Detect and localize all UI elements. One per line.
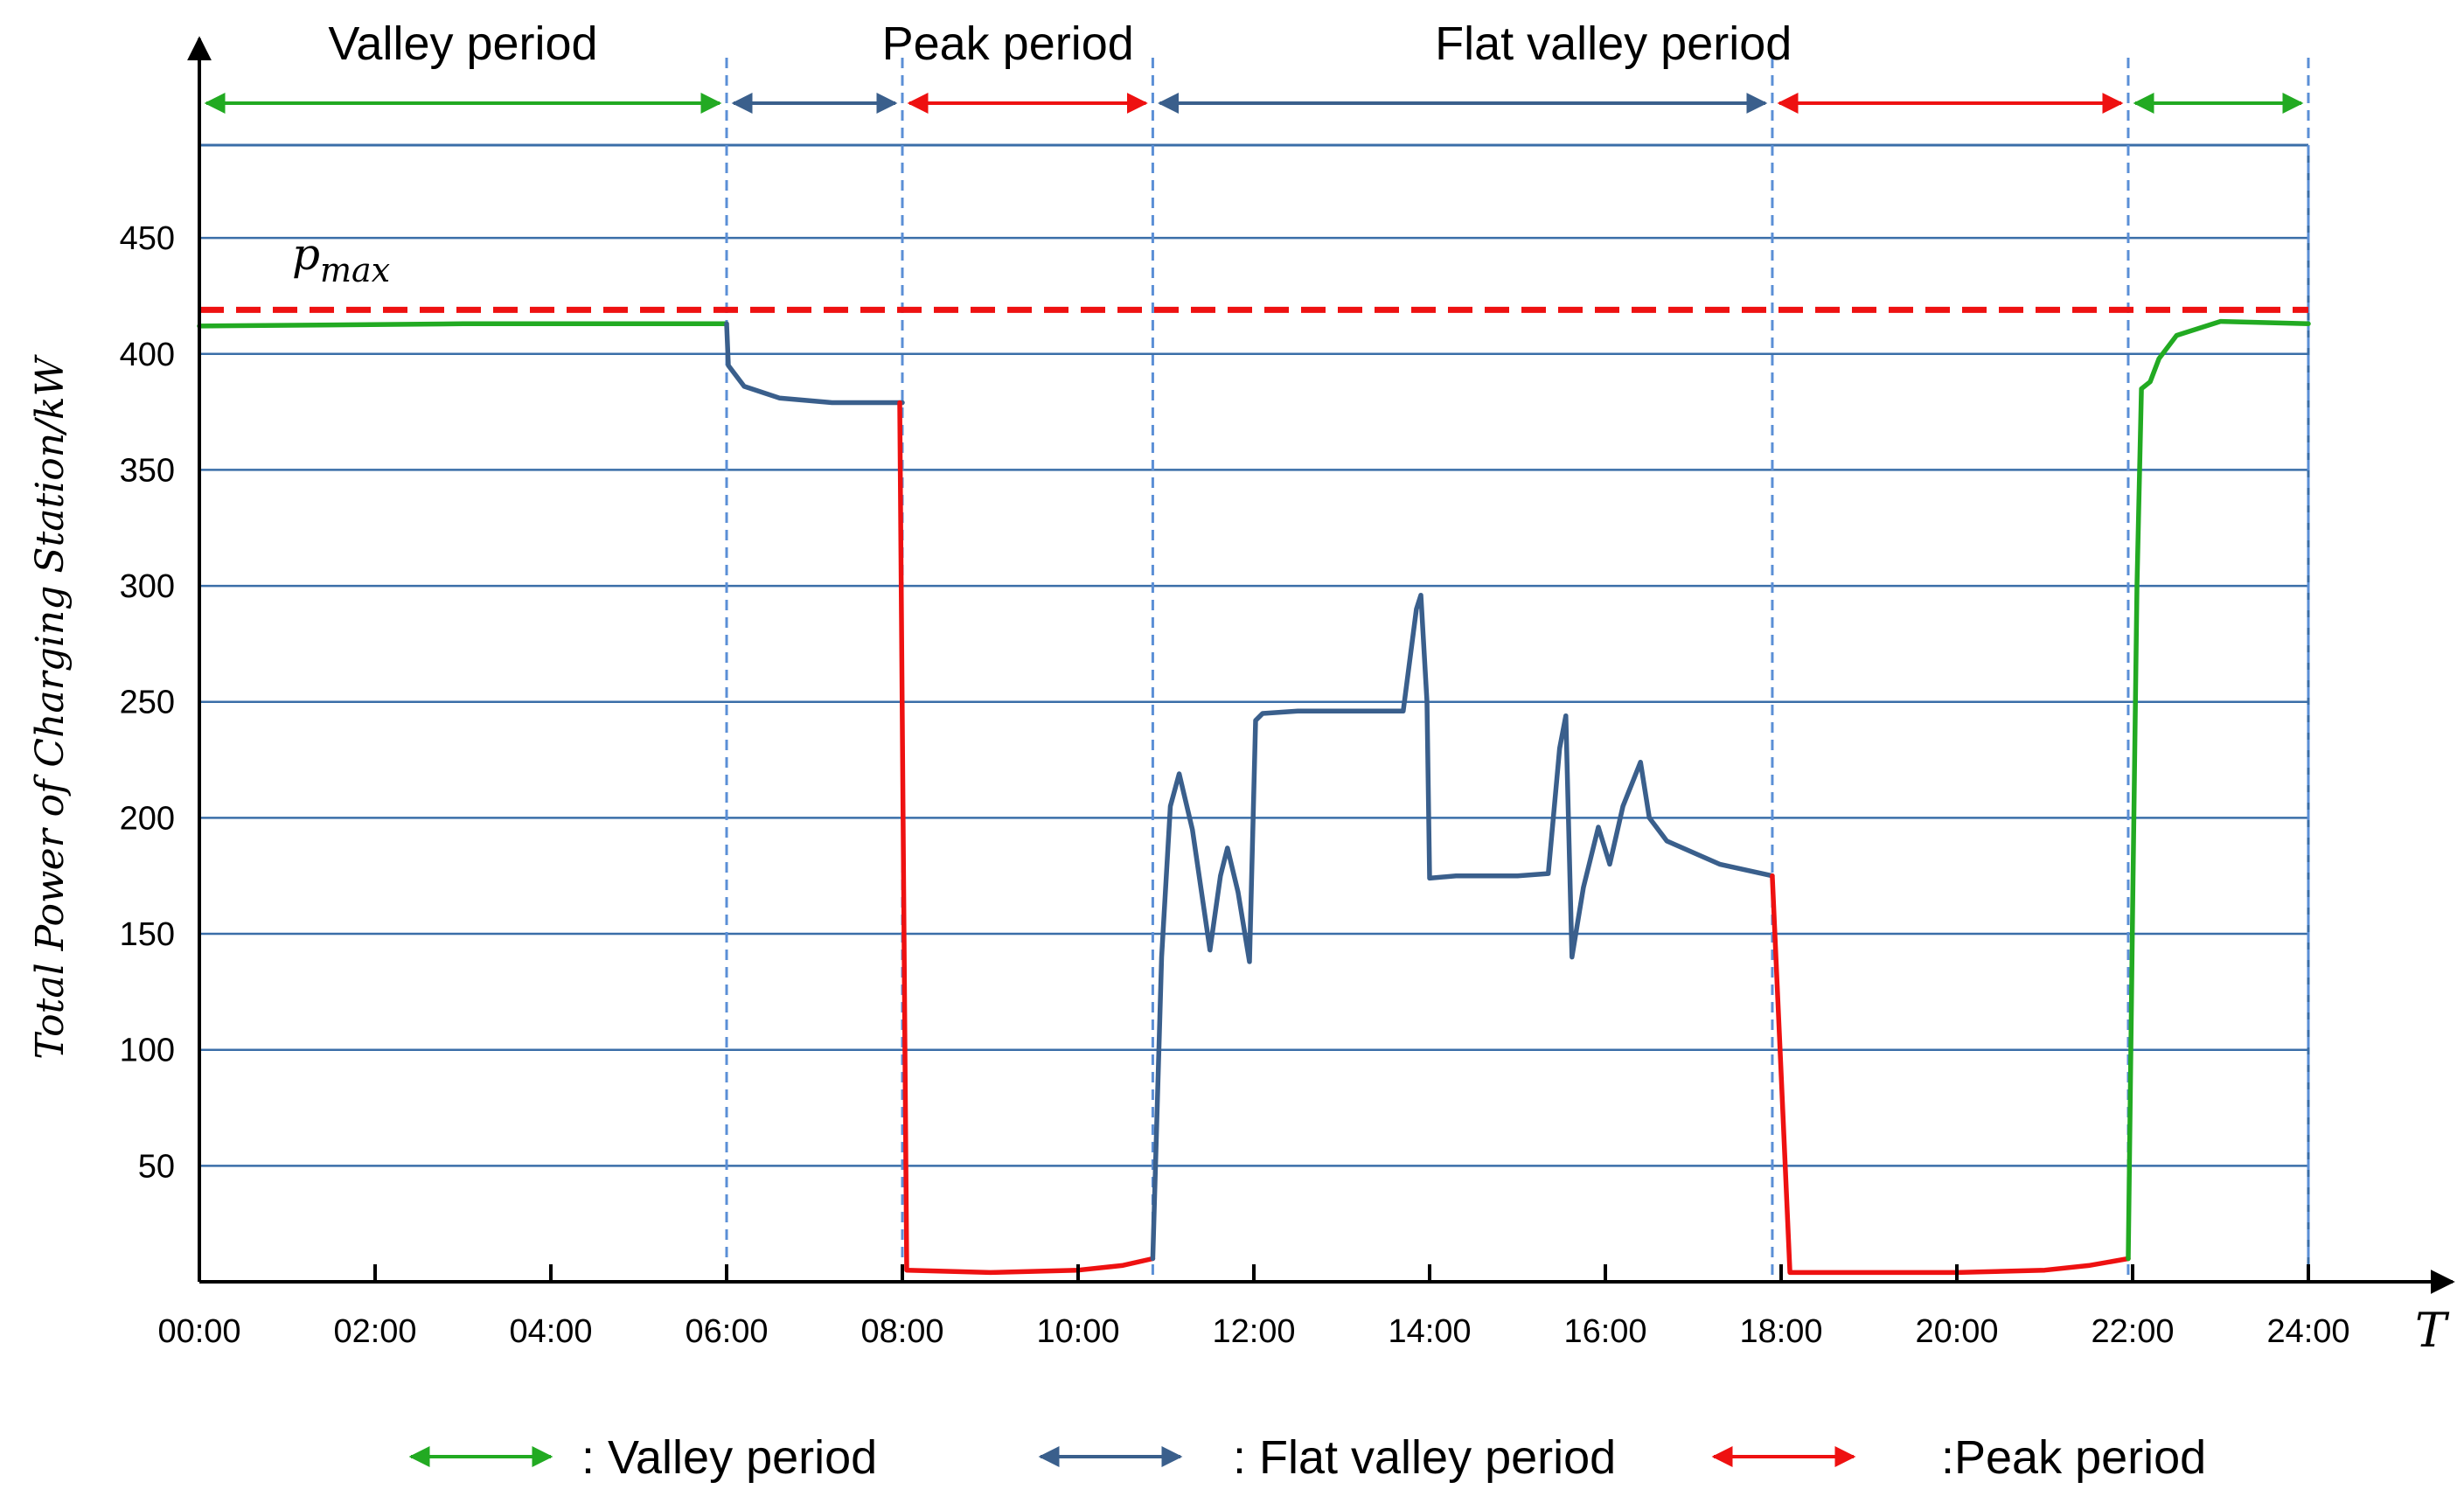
- x-tick-label: 02:00: [333, 1313, 416, 1350]
- pmax-layer: pmax: [199, 229, 2308, 313]
- y-tick-label: 50: [138, 1148, 175, 1185]
- legend-label: : Valley period: [581, 1431, 877, 1484]
- legend-label: :Peak period: [1941, 1431, 2206, 1484]
- y-tick-label: 200: [120, 800, 175, 837]
- period-label: Valley period: [328, 17, 597, 70]
- series-line-valley: [197, 321, 729, 329]
- period-annotation-layer: Valley period Peak period Flat valley peri…: [204, 17, 2304, 114]
- pmax-label-subscript: max: [320, 251, 390, 289]
- x-tick-label: 14:00: [1388, 1313, 1471, 1350]
- x-tick-label: 22:00: [2091, 1313, 2174, 1350]
- x-tick-label: 12:00: [1212, 1313, 1295, 1350]
- y-tick-label: 150: [120, 916, 175, 953]
- legend: : Valley period : Flat valley period :Peak…: [408, 1431, 2206, 1484]
- x-tick-label: 00:00: [157, 1313, 240, 1350]
- y-tick-label: 450: [120, 220, 175, 257]
- period-label: Flat valley period: [1435, 17, 1792, 70]
- series-line-flat: [724, 321, 905, 406]
- x-tick-label: 10:00: [1036, 1313, 1119, 1350]
- axis-layer: 50 100 150 200 250 300 350 400 450 00:00 02:00 04:0…: [28, 36, 2455, 1358]
- x-tick-label: 04:00: [509, 1313, 592, 1350]
- x-tick-label: 24:00: [2266, 1313, 2349, 1350]
- y-tick-label: 350: [120, 452, 175, 489]
- series-line-flat: [1150, 592, 1775, 1262]
- x-axis-title: T: [2415, 1303, 2450, 1358]
- period-label: Peak period: [882, 17, 1134, 70]
- y-axis-title: Total Power of Charging Station/kW: [28, 353, 73, 1059]
- series-line-peak: [1770, 873, 2131, 1276]
- series-line-peak: [897, 400, 1156, 1276]
- grid-layer: [199, 143, 2310, 1282]
- series-layer: [197, 318, 2311, 1276]
- x-tick-label: 20:00: [1915, 1313, 1998, 1350]
- y-tick-label: 100: [120, 1033, 175, 1069]
- series-line-valley: [2126, 318, 2311, 1262]
- x-tick-label: 06:00: [685, 1313, 768, 1350]
- x-tick-label: 16:00: [1563, 1313, 1646, 1350]
- y-tick-label: 250: [120, 685, 175, 721]
- period-boundary-layer: [725, 58, 2310, 1282]
- legend-label: : Flat valley period: [1233, 1431, 1616, 1484]
- x-tick-label: 18:00: [1739, 1313, 1822, 1350]
- y-tick-label: 300: [120, 568, 175, 605]
- y-tick-label: 400: [120, 337, 175, 373]
- x-tick-label: 08:00: [860, 1313, 943, 1350]
